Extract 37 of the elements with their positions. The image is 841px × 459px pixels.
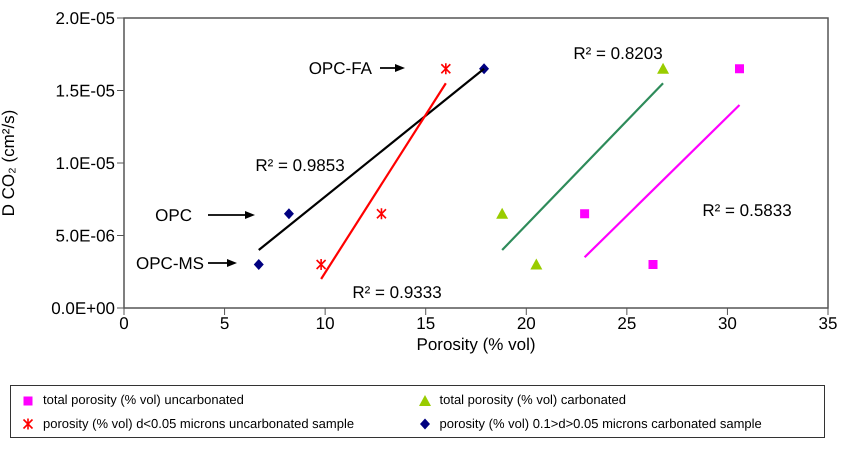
y-axis-title: D CO₂ (cm²/s) [0,110,18,216]
x-tick-label: 0 [119,314,129,334]
y-tick-label: 0.0E+00 [51,299,115,318]
y-tick-label: 1.5E-05 [55,82,115,101]
point [316,258,326,271]
point [648,260,658,269]
annotation: R² = 0.9333 [352,283,442,302]
x-tick-label: 15 [416,314,436,334]
legend-label: total porosity (% vol) uncarbonated [43,392,244,407]
annotation: OPC-FA [308,59,373,78]
y-tick-label: 1.0E-05 [55,154,115,174]
annotation: OPC-MS [136,254,204,273]
y-tick-label: 5.0E-06 [55,226,115,246]
annotation: R² = 0.5833 [702,201,792,220]
point [530,258,542,270]
point [580,209,590,218]
point [734,64,744,74]
x-tick-label: 30 [718,314,737,334]
x-tick-label: 5 [220,314,230,334]
point [284,208,294,220]
annotation: R² = 0.8203 [573,44,663,63]
legend-label: total porosity (% vol) carbonated [440,392,626,407]
legend-label: porosity (% vol) d<0.05 microns uncarbonated sample [43,416,354,431]
annotation: R² = 0.9853 [255,156,345,175]
x-tick-label: 25 [617,314,636,334]
point [440,62,452,76]
point [376,207,387,220]
x-tick-label: 20 [516,314,536,334]
point [496,208,508,219]
x-axis-title: Porosity (% vol) [416,335,536,354]
y-tick-label: 2.0E-05 [55,9,115,28]
x-tick-label: 10 [316,314,335,334]
x-tick-label: 35 [818,314,838,334]
annotation: OPC [155,206,192,225]
point [657,62,670,74]
point [254,259,264,270]
legend-label: porosity (% vol) 0.1>d>0.05 microns carbonated sample [440,416,762,431]
